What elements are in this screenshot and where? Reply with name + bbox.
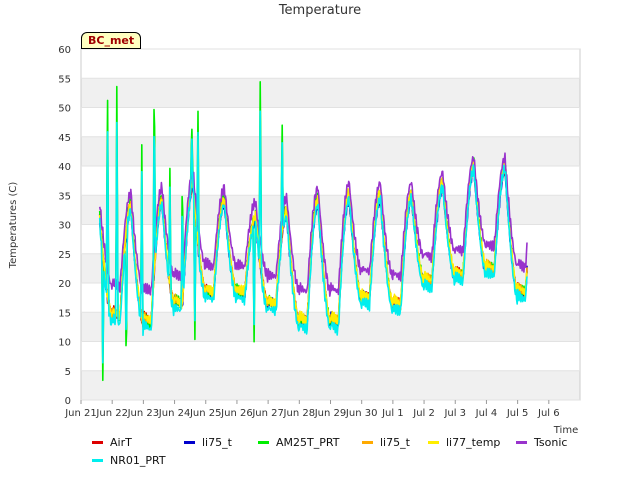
x-tick-label: Jun 27: [251, 408, 284, 419]
x-axis-ticks: Jun 21 Jun 22 Jun 23 Jun 24 Jun 25 Jun 26 Jun …: [64, 400, 560, 419]
y-axis-title: Temperatures (C): [8, 182, 19, 270]
legend-label: NR01_PRT: [110, 454, 166, 467]
y-tick-label: 15: [58, 308, 71, 319]
grid-band: [81, 78, 580, 108]
legend-swatch: [92, 458, 103, 462]
x-tick-label: Jun 21: [64, 408, 97, 419]
x-tick-label: Jun 22: [95, 408, 128, 419]
y-tick-label: 50: [58, 104, 71, 115]
x-tick-label: Jun 23: [127, 408, 160, 419]
x-tick-label: Jul 5: [506, 408, 529, 419]
x-tick-label: Jul 4: [475, 408, 498, 419]
series-line-nr01-prt: [98, 110, 528, 364]
y-tick-label: 60: [58, 45, 71, 56]
y-tick-label: 25: [58, 250, 71, 261]
site-label-badge: BC_met: [81, 32, 142, 49]
legend-item: AM25T_PRT: [258, 436, 339, 449]
y-tick-label: 30: [58, 221, 71, 232]
x-tick-label: Jun 26: [220, 408, 253, 419]
legend-item: li77_temp: [428, 436, 500, 449]
legend-item: NR01_PRT: [92, 454, 166, 467]
legend-label: li75_t: [202, 436, 232, 449]
y-tick-label: 45: [58, 133, 71, 144]
legend-swatch: [258, 440, 269, 444]
x-tick-label: Jul 6: [537, 408, 560, 419]
x-tick-label: Jun 29: [314, 408, 347, 419]
legend-swatch: [362, 440, 373, 444]
x-tick-label: Jul 2: [412, 408, 435, 419]
y-tick-label: 0: [65, 396, 71, 407]
legend-item: li75_t: [184, 436, 232, 449]
legend-item: AirT: [92, 436, 132, 449]
legend-label: AM25T_PRT: [276, 436, 340, 449]
grid-band: [81, 136, 580, 166]
legend-label: Tsonic: [534, 436, 568, 449]
legend-swatch: [184, 440, 195, 444]
y-axis-ticks: 0 5 10 15 20 25 30 35 40 45 50 55 60: [58, 45, 580, 407]
legend-swatch: [92, 440, 103, 444]
x-tick-label: Jun 30: [345, 408, 378, 419]
legend-swatch: [428, 440, 439, 444]
plot-background-bands: [81, 78, 580, 400]
y-tick-label: 5: [65, 367, 71, 378]
x-tick-label: Jun 25: [189, 408, 222, 419]
legend-item: Tsonic: [516, 436, 567, 449]
grid-band: [81, 253, 580, 283]
legend-label: AirT: [110, 436, 132, 449]
series-lines: [98, 81, 528, 382]
y-tick-label: 35: [58, 191, 71, 202]
x-tick-label: Jun 24: [158, 408, 191, 419]
y-tick-label: 40: [58, 162, 71, 173]
series-line-li75-t: [99, 161, 528, 327]
legend-label: li75_t: [380, 436, 410, 449]
legend-swatch: [516, 440, 527, 444]
legend: AirT li75_t AM25T_PRT li75_t li77_temp Tsonic…: [88, 436, 628, 472]
legend-label: li77_temp: [446, 436, 501, 449]
y-tick-label: 10: [58, 338, 71, 349]
x-axis-title: Time: [553, 425, 578, 436]
y-tick-label: 20: [58, 279, 71, 290]
legend-item: li75_t: [362, 436, 410, 449]
y-tick-label: 55: [58, 74, 71, 85]
grid-band: [81, 370, 580, 400]
x-tick-label: Jul 1: [381, 408, 404, 419]
chart-title: Temperature: [278, 3, 361, 18]
x-tick-label: Jun 28: [283, 408, 316, 419]
x-tick-label: Jul 3: [443, 408, 466, 419]
